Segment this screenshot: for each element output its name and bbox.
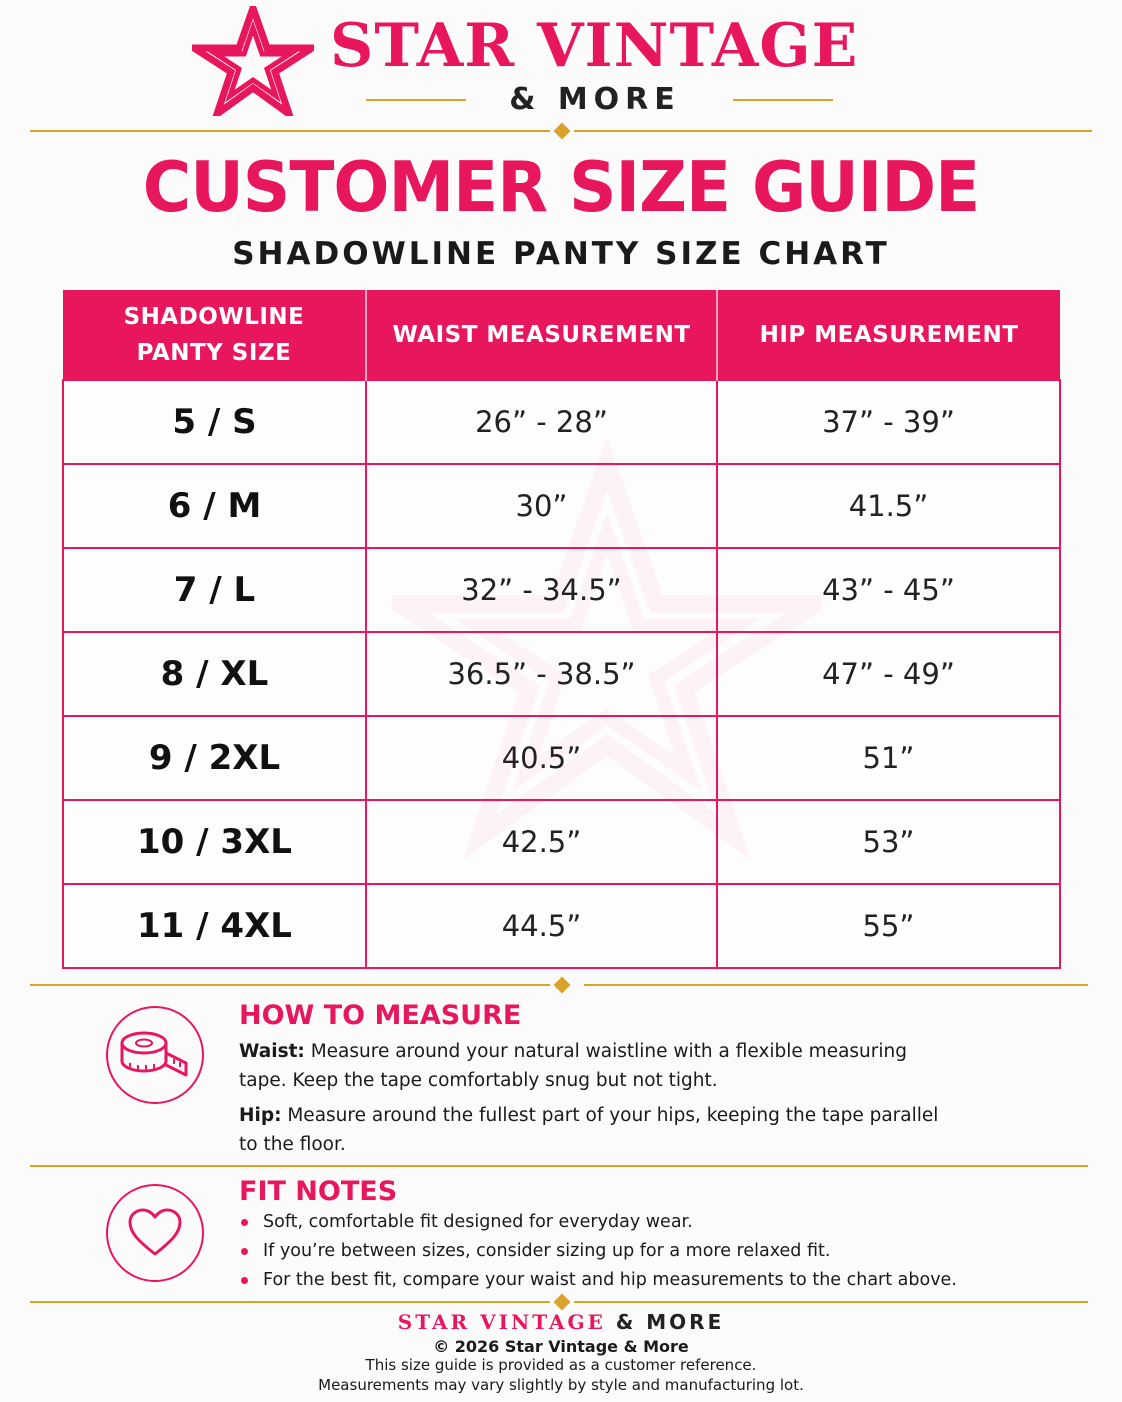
header-size: SHADOWLINE PANTY SIZE [63, 290, 367, 380]
fit-notes-heading: FIT NOTES [239, 1176, 398, 1207]
hip-cell: 41.5” [716, 463, 1061, 549]
brand-sub-line-right [733, 99, 833, 101]
hip-cell: 37” - 39” [716, 379, 1061, 465]
hip-cell: 43” - 45” [716, 547, 1061, 633]
hip-text: Measure around the fullest part of your … [239, 1105, 939, 1155]
size-cell: 8 / XL [62, 631, 367, 717]
star-icon [192, 6, 314, 116]
footer-brand-name: STAR VINTAGE [397, 1310, 606, 1334]
waist-cell: 30” [365, 463, 718, 549]
section-divider [30, 1165, 1088, 1167]
list-item: Soft, comfortable fit designed for every… [239, 1208, 1029, 1237]
size-cell: 7 / L [62, 547, 367, 633]
table-row: 7 / L 32” - 34.5” 43” - 45” [62, 547, 1061, 633]
hip-instructions: Hip: Measure around the fullest part of … [239, 1101, 939, 1159]
page-title: CUSTOMER SIZE GUIDE [142, 147, 980, 228]
brand-sub: & MORE [509, 82, 681, 117]
heart-icon [106, 1184, 204, 1282]
table-divider-diamond [553, 976, 571, 994]
waist-cell: 40.5” [365, 715, 718, 801]
hip-cell: 51” [716, 715, 1061, 801]
waist-cell: 42.5” [365, 799, 718, 885]
fit-notes-list: Soft, comfortable fit designed for every… [239, 1208, 1029, 1295]
table-row: 5 / S 26” - 28” 37” - 39” [62, 379, 1061, 465]
table-row: 9 / 2XL 40.5” 51” [62, 715, 1061, 801]
hip-cell: 53” [716, 799, 1061, 885]
waist-cell: 44.5” [365, 883, 718, 969]
header-divider-left [30, 130, 550, 132]
waist-instructions: Waist: Measure around your natural waist… [239, 1037, 939, 1095]
hip-cell: 55” [716, 883, 1061, 969]
table-row: 11 / 4XL 44.5” 55” [62, 883, 1061, 969]
list-item: If you’re between sizes, consider sizing… [239, 1237, 1029, 1266]
waist-cell: 32” - 34.5” [365, 547, 718, 633]
header-waist: WAIST MEASUREMENT [366, 290, 718, 380]
size-cell: 5 / S [62, 379, 367, 465]
footer-brand-sub: & MORE [615, 1310, 725, 1334]
how-to-measure-heading: HOW TO MEASURE [239, 1000, 522, 1031]
hip-label: Hip: [239, 1105, 282, 1126]
size-cell: 9 / 2XL [62, 715, 367, 801]
header-size-line-2: PANTY SIZE [136, 339, 292, 366]
page-subtitle: SHADOWLINE PANTY SIZE CHART [232, 236, 890, 272]
footer-divider-left [30, 1301, 550, 1303]
header-divider-right [574, 130, 1092, 132]
footer-brand: STAR VINTAGE & MORE [0, 1308, 1122, 1336]
size-cell: 10 / 3XL [62, 799, 367, 885]
waist-label: Waist: [239, 1041, 305, 1062]
table-row: 8 / XL 36.5” - 38.5” 47” - 49” [62, 631, 1061, 717]
size-cell: 6 / M [62, 463, 367, 549]
size-table-wrapper: SHADOWLINE PANTY SIZE WAIST MEASUREMENT … [62, 290, 1061, 969]
header-hip: HIP MEASUREMENT [717, 290, 1060, 380]
disclaimer-line-1: This size guide is provided as a custome… [365, 1356, 757, 1374]
header-divider-diamond [553, 122, 571, 140]
footer-divider-right [574, 1301, 1088, 1303]
header-size-line-1: SHADOWLINE [123, 303, 305, 330]
waist-text: Measure around your natural waistline wi… [239, 1041, 907, 1091]
copyright: © 2026 Star Vintage & More [433, 1337, 689, 1356]
table-header-row: SHADOWLINE PANTY SIZE WAIST MEASUREMENT … [63, 290, 1060, 380]
waist-cell: 36.5” - 38.5” [365, 631, 718, 717]
size-cell: 11 / 4XL [62, 883, 367, 969]
table-divider-left [30, 984, 550, 986]
table-row: 6 / M 30” 41.5” [62, 463, 1061, 549]
brand-sub-line-left [366, 99, 466, 101]
size-table: SHADOWLINE PANTY SIZE WAIST MEASUREMENT … [62, 290, 1061, 969]
brand-name: STAR VINTAGE [330, 11, 859, 81]
table-divider-right [584, 984, 1088, 986]
disclaimer-line-2: Measurements may vary slightly by style … [318, 1376, 804, 1394]
list-item: For the best fit, compare your waist and… [239, 1266, 1029, 1295]
waist-cell: 26” - 28” [365, 379, 718, 465]
table-row: 10 / 3XL 42.5” 53” [62, 799, 1061, 885]
measuring-tape-icon [106, 1006, 204, 1104]
hip-cell: 47” - 49” [716, 631, 1061, 717]
